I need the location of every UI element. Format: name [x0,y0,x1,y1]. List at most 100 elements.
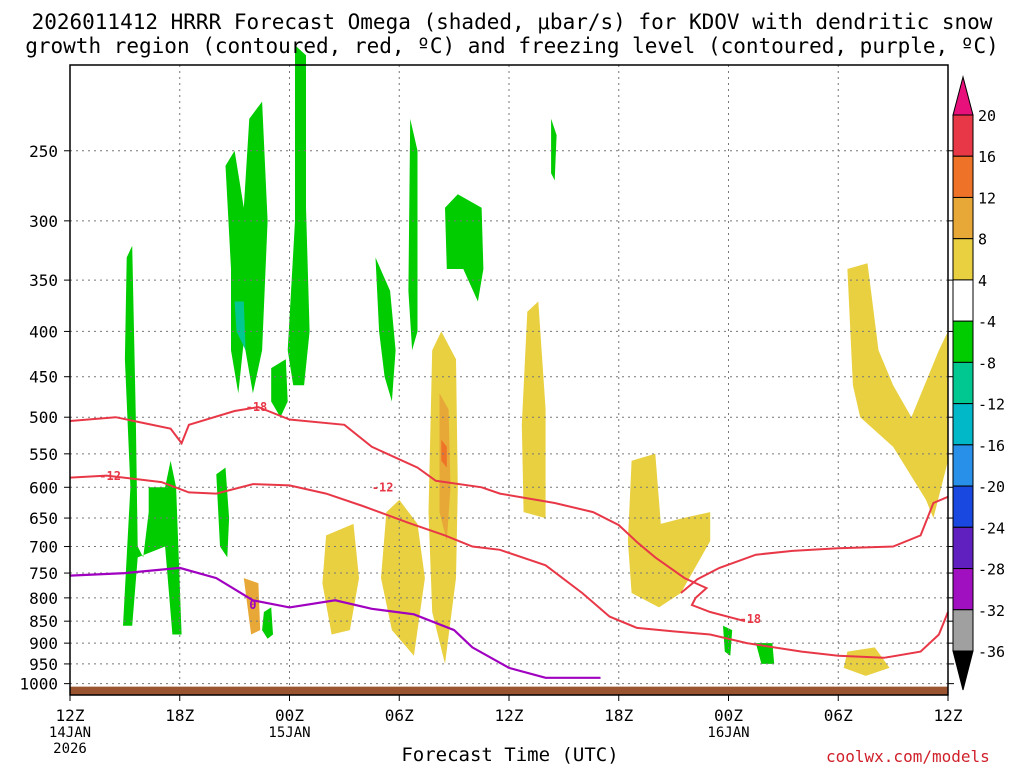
contour-label: 0 [249,598,256,612]
positive-omega-region-16 [847,263,948,519]
negative-omega-region-4 [216,467,230,558]
positive-omega-region-18 [843,647,890,676]
negative-omega-region-12 [234,301,246,351]
x-tick-label: 06Z [385,706,414,725]
y-tick-label: 900 [29,634,58,653]
colorbar-label: 4 [978,272,987,290]
y-tick-label: 850 [29,612,58,631]
y-tick-label: 650 [29,509,58,528]
positive-omega-region-22 [441,439,447,468]
y-tick-label: 250 [29,142,58,161]
contour-label: -12 [372,480,394,494]
dsgr-18-line [69,406,746,623]
dsgr-18-east-line [680,495,949,594]
y-tick-label: 600 [29,478,58,497]
positive-omega-region-20 [439,393,451,541]
y-tick-label: 750 [29,564,58,583]
credit-link[interactable]: coolwx.com/models [826,747,990,766]
negative-omega-region-11 [723,625,733,656]
negative-omega-region-10 [755,643,775,664]
positive-omega-region-19 [322,523,359,635]
colorbar-label: 12 [978,189,996,207]
y-tick-label: 950 [29,655,58,674]
x-tick-date: 16JAN [707,725,749,741]
x-tick-label: 12Z [56,706,85,725]
dsgr-12-line [69,474,949,659]
colorbar-bin [952,361,974,405]
colorbar-label: -8 [978,354,996,372]
colorbar-bin [952,155,974,198]
chart-title-line1: 2026011412 HRRR Forecast Omega (shaded, … [31,10,993,34]
y-tick-label: 800 [29,589,58,608]
colorbar-bin [952,485,974,528]
colorbar-bottom-arrow [952,650,974,691]
y-tick-label: 1000 [19,675,58,694]
x-tick-label: 18Z [165,706,194,725]
negative-omega-region-3 [271,359,288,418]
colorbar-label: -4 [978,313,996,331]
colorbar-bin [952,526,974,570]
colorbar-label: -36 [978,643,1005,661]
negative-omega-region-5 [262,607,273,639]
ground-band [70,686,948,695]
x-tick-date: 15JAN [268,725,310,741]
freezing-level-line [69,566,601,679]
colorbar-bin [952,568,974,611]
colorbar-label: -24 [978,519,1005,537]
x-tick-label: 12Z [495,706,524,725]
colorbar-label: 16 [978,148,996,166]
positive-omega-region-13 [381,499,425,656]
positive-omega-region-17 [627,453,711,608]
x-tick-year: 2026 [53,741,87,757]
x-tick-label: 12Z [934,706,963,725]
x-tick-label: 06Z [824,706,853,725]
positive-omega-region-15 [521,301,546,519]
y-tick-label: 500 [29,408,58,427]
colorbar-bin [952,609,974,652]
colorbar-bin [952,114,974,157]
chart-title-line2: growth region (contoured, red, ºC) and f… [25,34,999,58]
y-tick-label: 700 [29,538,58,557]
colorbar-bin [952,279,974,322]
x-tick-label: 00Z [275,706,304,725]
negative-omega-region-0 [123,245,182,635]
axis-ticks: 250 300 350 400 450 500 550 600 650 700 750 800 850 9… [19,142,962,757]
colorbar-label: 20 [978,107,996,125]
colorbar-label: 8 [978,231,987,249]
positive-omega-region-21 [243,578,261,635]
colorbar-bin [952,196,974,240]
colorbar: 20 16 12 8 4 -4 -8 -12 -16 -20 -24 -28 -32 -36 [952,75,1005,691]
x-tick-label: 00Z [714,706,743,725]
x-tick-label: 18Z [604,706,633,725]
contour-label: -18 [246,400,268,414]
colorbar-bin [952,238,974,281]
x-axis-label: Forecast Time (UTC) [401,744,619,766]
colorbar-bin [952,403,974,446]
omega-shading [123,45,948,676]
negative-omega-region-2 [287,45,310,386]
gridlines [70,65,948,695]
negative-omega-region-9 [551,118,557,181]
contour-lines [69,406,949,679]
negative-omega-region-6 [375,257,396,402]
negative-omega-region-7 [408,118,418,351]
colorbar-bin [952,444,974,487]
colorbar-label: -32 [978,602,1005,620]
y-tick-label: 450 [29,368,58,387]
colorbar-bin [952,320,974,363]
y-tick-label: 350 [29,271,58,290]
colorbar-label: -20 [978,478,1005,496]
negative-omega-region-8 [445,194,484,302]
contour-label: -12 [99,469,121,483]
negative-omega-region-1 [225,101,268,394]
x-tick-date: 14JAN [49,725,91,741]
y-tick-label: 300 [29,212,58,231]
terrain-below-ground [70,686,948,695]
contour-label: -18 [739,612,761,626]
y-tick-label: 550 [29,445,58,464]
contour-labels: -18 -12 -12 0 -18 [99,400,761,626]
y-tick-label: 400 [29,322,58,341]
colorbar-label: -16 [978,437,1005,455]
colorbar-label: -12 [978,396,1005,414]
